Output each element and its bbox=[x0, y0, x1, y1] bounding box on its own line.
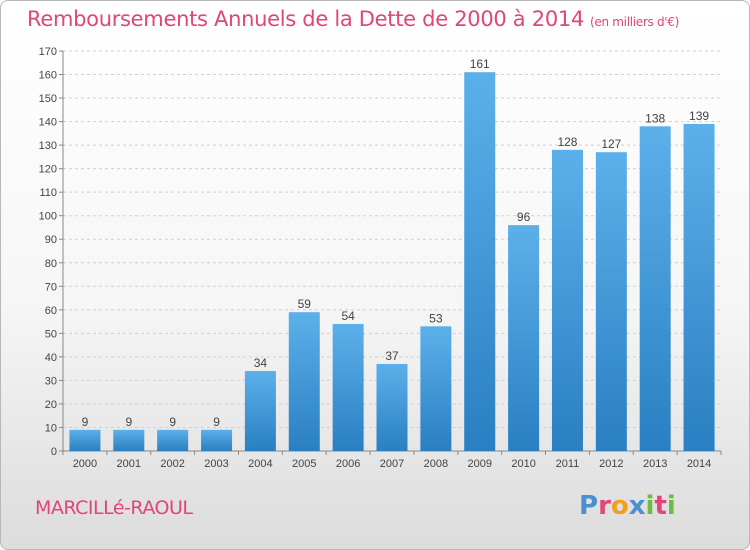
x-axis: 2000 2001 2002 2003 2004 2005 2006 2007 2008 2009… bbox=[62, 450, 722, 470]
y-tick-label: 130 bbox=[39, 140, 57, 152]
y-tick-label: 140 bbox=[39, 117, 57, 129]
commune-name: MARCILLé-RAOUL bbox=[35, 497, 193, 519]
bar bbox=[420, 326, 452, 451]
bar-value-label: 128 bbox=[557, 135, 577, 149]
y-tick-label: 60 bbox=[45, 305, 57, 317]
logo-letter: i bbox=[666, 491, 676, 521]
y-tick-label: 90 bbox=[45, 234, 57, 246]
x-tick-label: 2014 bbox=[687, 458, 711, 470]
bar bbox=[113, 429, 145, 451]
y-tick-label: 70 bbox=[45, 281, 57, 293]
y-tick-label: 40 bbox=[45, 352, 57, 364]
bar-value-label: 161 bbox=[470, 57, 490, 71]
y-axis: 0 10 20 30 40 50 60 70 80 90 100 110 120 130 140 150 160… bbox=[39, 46, 64, 458]
bar bbox=[332, 323, 364, 451]
y-tick-label: 10 bbox=[45, 422, 57, 434]
bar bbox=[595, 152, 627, 452]
x-tick-label: 2009 bbox=[467, 458, 491, 470]
chart-title: Remboursements Annuels de la Dette de 20… bbox=[27, 7, 679, 31]
bar bbox=[376, 363, 408, 451]
bar-value-label: 9 bbox=[125, 415, 132, 429]
logo-letter: t bbox=[654, 491, 667, 521]
chart-title-text: Remboursements Annuels de la Dette de 20… bbox=[27, 7, 584, 31]
x-tick-label: 2003 bbox=[204, 458, 228, 470]
y-tick-label: 110 bbox=[39, 187, 57, 199]
bar bbox=[157, 429, 189, 451]
bar-value-label: 138 bbox=[645, 111, 665, 125]
bar-value-label: 9 bbox=[82, 415, 89, 429]
bar-value-label: 96 bbox=[517, 210, 531, 224]
logo-letter: P bbox=[579, 491, 599, 521]
x-tick-label: 2005 bbox=[292, 458, 316, 470]
x-tick-label: 2004 bbox=[248, 458, 272, 470]
y-tick-label: 170 bbox=[39, 46, 57, 58]
x-tick-label: 2012 bbox=[599, 458, 623, 470]
bar bbox=[683, 123, 715, 452]
bar-value-label: 34 bbox=[254, 356, 268, 370]
x-tick-label: 2010 bbox=[511, 458, 535, 470]
y-tick-label: 50 bbox=[45, 328, 57, 340]
x-tick-label: 2008 bbox=[424, 458, 448, 470]
chart-subtitle: (en milliers d'€) bbox=[590, 15, 680, 29]
value-labels: 9 9 9 9 34 59 54 37 53 161 96 128 127 138 139 bbox=[82, 57, 710, 429]
logo-letter: x bbox=[628, 491, 646, 521]
y-tick-label: 80 bbox=[45, 258, 57, 270]
bar-value-label: 9 bbox=[213, 415, 220, 429]
bar-value-label: 53 bbox=[429, 311, 443, 325]
x-tick-label: 2011 bbox=[556, 458, 580, 470]
y-tick-label: 100 bbox=[39, 211, 57, 223]
y-tick-label: 160 bbox=[39, 70, 57, 82]
x-tick-label: 2007 bbox=[380, 458, 404, 470]
bar bbox=[551, 149, 583, 451]
x-tick-label: 2002 bbox=[160, 458, 184, 470]
logo-letter: r bbox=[598, 491, 611, 521]
logo-letter: o bbox=[610, 491, 629, 521]
bar bbox=[508, 225, 540, 451]
bar bbox=[201, 429, 233, 451]
bar bbox=[244, 371, 276, 451]
bar bbox=[69, 429, 101, 451]
logo-letter: i bbox=[645, 491, 655, 521]
bar-value-label: 37 bbox=[385, 349, 399, 363]
y-tick-label: 20 bbox=[45, 399, 57, 411]
y-tick-label: 120 bbox=[39, 164, 57, 176]
bar-value-label: 9 bbox=[169, 415, 176, 429]
proxiti-logo: Proxiti bbox=[579, 491, 676, 521]
bar bbox=[464, 72, 496, 452]
x-tick-label: 2006 bbox=[336, 458, 360, 470]
x-tick-label: 2013 bbox=[643, 458, 667, 470]
bar-value-label: 139 bbox=[689, 109, 709, 123]
y-tick-label: 0 bbox=[51, 446, 57, 458]
y-tick-label: 30 bbox=[45, 375, 57, 387]
bar bbox=[639, 126, 671, 451]
bar-value-label: 127 bbox=[601, 137, 621, 151]
x-tick-label: 2001 bbox=[117, 458, 141, 470]
bars bbox=[69, 72, 715, 452]
bar-value-label: 54 bbox=[341, 309, 355, 323]
x-tick-label: 2000 bbox=[73, 458, 97, 470]
bar-value-label: 59 bbox=[298, 297, 312, 311]
y-tick-label: 150 bbox=[39, 93, 57, 105]
bar bbox=[288, 312, 320, 451]
